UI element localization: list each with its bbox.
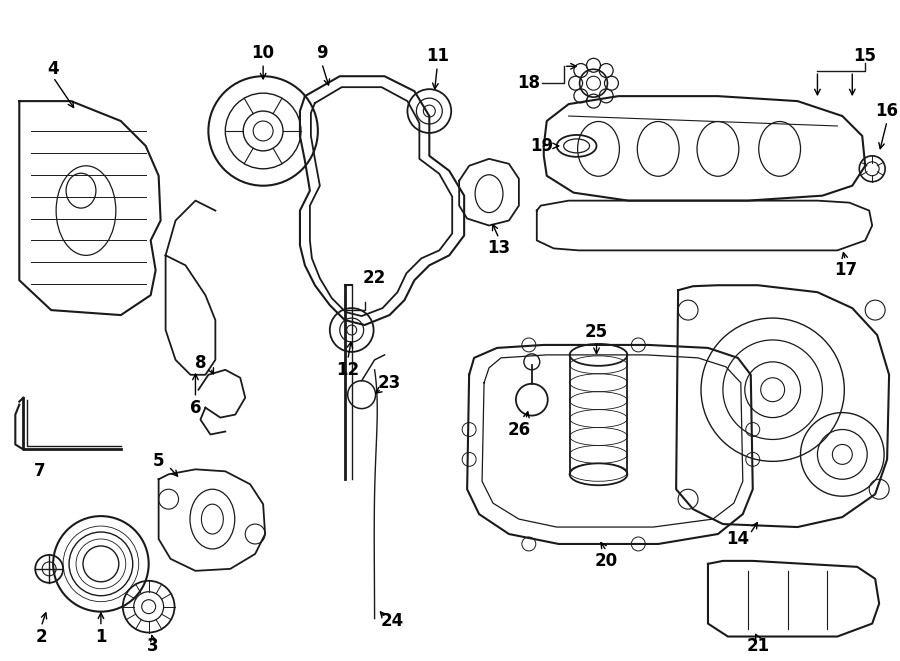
Text: 23: 23 <box>378 373 401 392</box>
Text: 6: 6 <box>190 399 202 416</box>
Text: 24: 24 <box>381 611 404 629</box>
Text: 15: 15 <box>852 48 876 65</box>
Text: 13: 13 <box>488 239 510 257</box>
Text: 9: 9 <box>316 44 328 62</box>
Text: 19: 19 <box>530 137 554 155</box>
Text: 1: 1 <box>95 627 107 646</box>
Text: 2: 2 <box>35 627 47 646</box>
Text: 4: 4 <box>48 60 59 78</box>
Text: 14: 14 <box>726 530 750 548</box>
Text: 20: 20 <box>595 552 618 570</box>
Text: 3: 3 <box>147 637 158 656</box>
Text: 18: 18 <box>518 74 540 92</box>
Text: 5: 5 <box>153 452 165 471</box>
Text: 12: 12 <box>337 361 359 379</box>
Text: 17: 17 <box>833 261 857 280</box>
Text: 11: 11 <box>426 48 449 65</box>
Text: 22: 22 <box>363 269 386 288</box>
Text: 21: 21 <box>746 637 769 656</box>
Text: 7: 7 <box>33 462 45 481</box>
Text: 10: 10 <box>252 44 274 62</box>
Text: 8: 8 <box>194 354 206 372</box>
Text: 16: 16 <box>876 102 898 120</box>
Text: 26: 26 <box>508 420 530 438</box>
Text: 25: 25 <box>585 323 608 341</box>
